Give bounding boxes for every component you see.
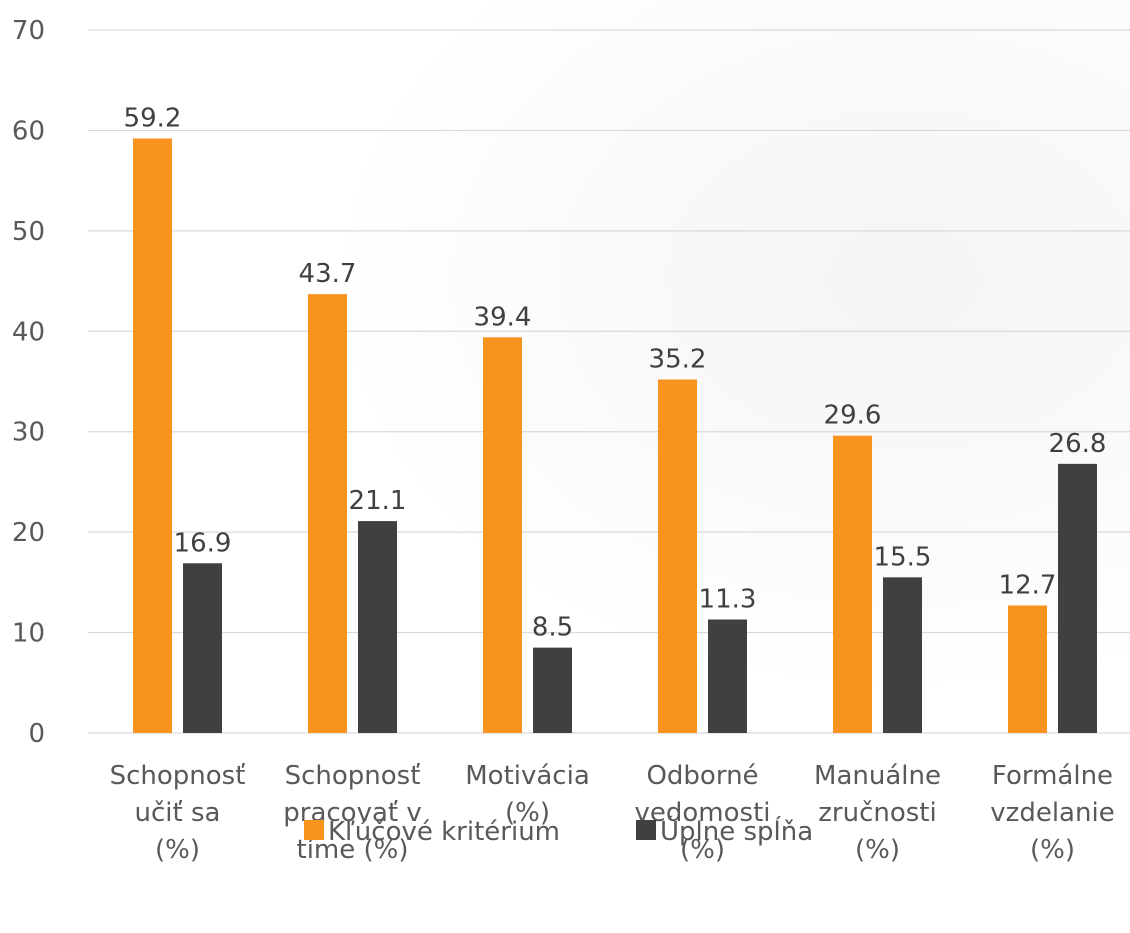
data-label: 12.7: [999, 570, 1057, 600]
bar: [1058, 463, 1097, 733]
y-tick-label: 50: [12, 217, 45, 247]
data-label: 15.5: [874, 542, 932, 572]
bars: [133, 138, 1097, 733]
bar: [708, 619, 747, 733]
bar: [1008, 605, 1047, 733]
category-label: (%): [155, 835, 200, 865]
data-label: 16.9: [174, 528, 232, 558]
legend-swatch: [304, 820, 324, 840]
category-label: (%): [505, 798, 550, 828]
legend: Kľúčové kritérium Úplne spĺňa: [304, 815, 813, 847]
category-label: zručnosti: [818, 798, 936, 828]
bar: [358, 521, 397, 733]
legend-label: Kľúčové kritérium: [328, 817, 560, 847]
data-label: 26.8: [1049, 429, 1107, 459]
y-tick-label: 60: [12, 116, 45, 146]
bar: [483, 337, 522, 733]
y-tick-label: 20: [12, 518, 45, 548]
category-label: (%): [680, 835, 725, 865]
category-label: (%): [855, 835, 900, 865]
y-tick-label: 70: [12, 16, 45, 46]
category-label: Schopnosť: [285, 761, 421, 791]
category-label: (%): [1030, 835, 1075, 865]
data-label: 11.3: [699, 585, 757, 615]
bar: [308, 294, 347, 733]
y-axis-ticks: 0 10 20 30 40 50 60 70: [12, 16, 45, 749]
category-label: Schopnosť: [110, 761, 246, 791]
y-tick-label: 10: [12, 619, 45, 649]
data-label: 43.7: [299, 259, 357, 289]
data-label: 21.1: [349, 486, 407, 516]
gridlines: [88, 29, 1130, 734]
category-label: Formálne: [992, 761, 1113, 791]
y-tick-label: 30: [12, 418, 45, 448]
data-labels: 59.2 16.9 43.7 21.1 39.4 8.5 35.2 11.3 29.6 15.5 1…: [124, 103, 1107, 642]
category-label: Motivácia: [465, 761, 590, 791]
bar: [833, 435, 872, 733]
category-label: učiť sa: [135, 798, 221, 828]
category-label: vedomosti: [635, 798, 771, 828]
legend-swatch: [636, 820, 656, 840]
bar: [658, 379, 697, 733]
bar: [883, 577, 922, 733]
data-label: 29.6: [824, 401, 882, 431]
bar: [133, 138, 172, 733]
bar: [183, 563, 222, 733]
data-label: 39.4: [474, 302, 532, 332]
data-label: 35.2: [649, 344, 707, 374]
legend-label: Úplne spĺňa: [660, 815, 813, 847]
data-label: 8.5: [532, 613, 573, 643]
category-label: Odborné: [646, 761, 758, 791]
data-label: 59.2: [124, 103, 182, 133]
category-label: vzdelanie: [990, 798, 1114, 828]
y-tick-label: 0: [28, 719, 45, 749]
y-tick-label: 40: [12, 317, 45, 347]
bar: [533, 647, 572, 733]
category-label: Manuálne: [814, 761, 941, 791]
